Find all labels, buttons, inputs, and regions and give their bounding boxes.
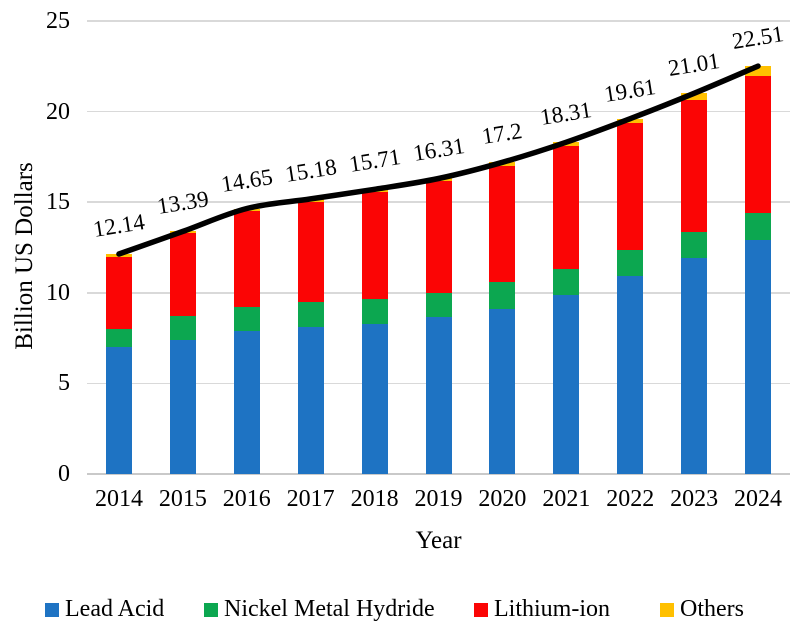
x-tick-label-2019: 2019 bbox=[414, 486, 463, 512]
y-tick-label-5: 5 bbox=[58, 370, 70, 397]
legend-item-lead-acid: Lead Acid bbox=[45, 596, 164, 622]
total-line-chart bbox=[116, 63, 761, 257]
y-tick-label-25: 25 bbox=[46, 8, 70, 34]
legend-swatch-icon bbox=[660, 603, 674, 617]
x-tick-label-2020: 2020 bbox=[478, 486, 527, 512]
bar-segment-lithium-ion-2022 bbox=[617, 123, 644, 251]
legend-label: Lead Acid bbox=[65, 596, 165, 622]
bar-segment-lead-acid-2019 bbox=[425, 317, 452, 474]
legend-label: Others bbox=[680, 596, 744, 622]
bar-segment-nickel-metal-hydride-2020 bbox=[489, 281, 516, 310]
x-tick-label-2024: 2024 bbox=[734, 486, 783, 512]
x-tick-label-2023: 2023 bbox=[670, 486, 719, 512]
bar-segment-lead-acid-2022 bbox=[617, 276, 644, 474]
bar-segment-nickel-metal-hydride-2022 bbox=[617, 250, 644, 277]
bar-segment-lead-acid-2015 bbox=[169, 339, 196, 474]
x-tick-label-2021: 2021 bbox=[542, 486, 591, 512]
grid-line-y20 bbox=[87, 110, 790, 113]
x-tick-label-2014: 2014 bbox=[94, 486, 143, 512]
y-tick-label-10: 10 bbox=[46, 279, 70, 306]
x-tick-label-2016: 2016 bbox=[222, 486, 271, 512]
x-axis-title: Year bbox=[415, 527, 462, 554]
bar-segment-nickel-metal-hydride-2023 bbox=[681, 232, 708, 259]
bar-segment-lithium-ion-2016 bbox=[233, 211, 260, 308]
legend-swatch-icon bbox=[474, 603, 488, 617]
bar-segment-lead-acid-2016 bbox=[233, 330, 260, 474]
bar-segment-others-2024 bbox=[745, 66, 772, 76]
bar-segment-lithium-ion-2020 bbox=[489, 165, 516, 282]
y-tick-label-15: 15 bbox=[46, 189, 70, 216]
x-tick-label-2018: 2018 bbox=[350, 486, 399, 512]
bar-segment-nickel-metal-hydride-2015 bbox=[169, 316, 196, 340]
bar-segment-lead-acid-2018 bbox=[361, 323, 388, 474]
y-tick-label-0: 0 bbox=[58, 461, 70, 487]
bar-segment-lithium-ion-2017 bbox=[297, 201, 324, 302]
plot-area: 12.14 13.39 14.65 15.18 15.71 16.31 17.2 18.31 1… bbox=[87, 20, 790, 475]
legend-swatch-icon bbox=[204, 603, 218, 617]
bar-segment-others-2023 bbox=[681, 93, 708, 100]
bar-segment-lithium-ion-2018 bbox=[361, 192, 388, 300]
bar-segment-lithium-ion-2024 bbox=[745, 75, 772, 214]
bar-segment-lead-acid-2021 bbox=[553, 294, 580, 474]
bar-segment-nickel-metal-hydride-2016 bbox=[233, 307, 260, 331]
x-tick-label-2015: 2015 bbox=[158, 486, 207, 512]
grid-line-y25 bbox=[87, 20, 790, 22]
grid-line-y0 bbox=[87, 473, 790, 475]
bar-segment-lithium-ion-2023 bbox=[681, 99, 708, 233]
legend-label: Nickel Metal Hydride bbox=[224, 596, 435, 622]
bar-segment-lithium-ion-2021 bbox=[553, 146, 580, 270]
legend-item-lithium-ion: Lithium-ion bbox=[474, 596, 610, 622]
total-line bbox=[116, 63, 761, 257]
legend-swatch-icon bbox=[45, 603, 59, 617]
legend-item-nickel-metal-hydride: Nickel Metal Hydride bbox=[204, 596, 435, 622]
bar-segment-lead-acid-2023 bbox=[681, 258, 708, 474]
legend-label: Lithium-ion bbox=[494, 596, 610, 622]
bar-segment-lead-acid-2020 bbox=[489, 309, 516, 474]
bar-segment-lithium-ion-2014 bbox=[105, 256, 132, 330]
x-tick-label-2022: 2022 bbox=[606, 486, 655, 512]
y-tick-label-20: 20 bbox=[46, 98, 70, 125]
bar-segment-nickel-metal-hydride-2021 bbox=[553, 269, 580, 295]
y-axis-title: Billion US Dollars bbox=[11, 162, 38, 350]
bar-segment-lead-acid-2017 bbox=[297, 327, 324, 474]
bar-segment-nickel-metal-hydride-2014 bbox=[105, 329, 132, 348]
bar-segment-nickel-metal-hydride-2017 bbox=[297, 301, 324, 328]
bar-segment-lithium-ion-2015 bbox=[169, 233, 196, 317]
bar-segment-nickel-metal-hydride-2018 bbox=[361, 299, 388, 324]
bar-segment-nickel-metal-hydride-2019 bbox=[425, 292, 452, 318]
bar-segment-lead-acid-2014 bbox=[105, 347, 132, 474]
bar-segment-lead-acid-2024 bbox=[745, 240, 772, 474]
x-tick-label-2017: 2017 bbox=[286, 486, 335, 512]
bar-segment-lithium-ion-2019 bbox=[425, 181, 452, 293]
bar-segment-nickel-metal-hydride-2024 bbox=[745, 213, 772, 241]
legend-item-others: Others bbox=[660, 596, 744, 622]
